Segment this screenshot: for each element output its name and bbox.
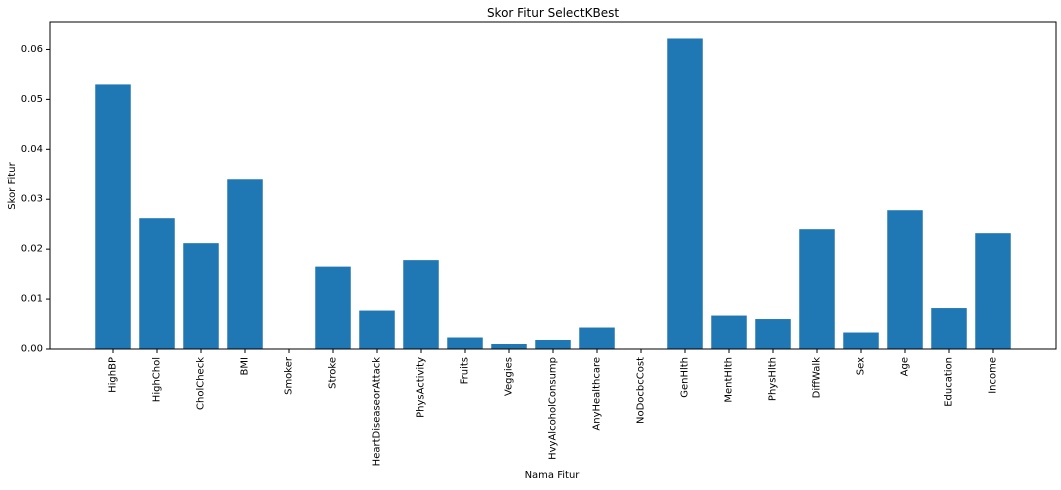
y-axis-label: Skor Fitur <box>7 161 18 209</box>
bar-HvyAlcoholConsump <box>535 340 571 349</box>
x-tick-label: CholCheck <box>196 357 207 410</box>
x-tick-label: PhysHlth <box>768 357 779 401</box>
x-tick-label: Education <box>944 357 955 407</box>
x-tick-label: Smoker <box>284 356 295 395</box>
y-tick-label: 0.00 <box>21 344 43 355</box>
x-tick-label: BMI <box>240 357 251 375</box>
plot-frame <box>49 21 1057 350</box>
x-tick-label: Stroke <box>328 357 339 389</box>
y-axis-ticks: 0.00 0.01 0.02 0.03 0.04 0.05 0.06 <box>21 44 50 355</box>
bars-group <box>95 38 1011 350</box>
bar-Sex <box>843 332 879 349</box>
bar-HighBP <box>95 84 131 350</box>
x-tick-label: Sex <box>856 357 867 375</box>
x-tick-label: MentHlth <box>724 357 735 403</box>
bar-Veggies <box>491 344 527 349</box>
bar-Age <box>887 210 923 349</box>
bar-Education <box>931 308 967 349</box>
bar-Stroke <box>315 266 351 349</box>
bar-CholCheck <box>183 243 219 349</box>
x-tick-label: HighBP <box>108 357 119 393</box>
x-tick-label: AnyHealthcare <box>592 357 603 431</box>
bar-MentHlth <box>711 315 747 349</box>
x-tick-label: DiffWalk <box>812 357 823 399</box>
bar-HighChol <box>139 218 175 349</box>
x-tick-label: NoDocbcCost <box>636 357 647 424</box>
bar-HeartDiseaseorAttack <box>359 310 395 349</box>
x-tick-label: PhysActivity <box>416 357 427 418</box>
bar-Income <box>975 233 1011 349</box>
x-tick-label: GenHlth <box>680 357 691 398</box>
x-axis-ticks: HighBP HighChol CholCheck BMI Smoker Stroke He… <box>108 349 999 466</box>
bar-BMI <box>227 179 263 349</box>
bar-PhysHlth <box>755 319 791 349</box>
bar-AnyHealthcare <box>579 327 615 349</box>
x-tick-label: Income <box>988 357 999 394</box>
x-tick-label: Veggies <box>504 357 515 396</box>
x-axis-label: Nama Fitur <box>525 470 581 481</box>
y-tick-label: 0.02 <box>21 244 43 255</box>
bar-PhysActivity <box>403 260 439 349</box>
y-tick-label: 0.04 <box>21 144 43 155</box>
x-tick-label: Fruits <box>460 357 471 384</box>
bar-Fruits <box>447 337 483 349</box>
y-tick-label: 0.03 <box>21 194 43 205</box>
x-tick-label: HighChol <box>152 357 163 402</box>
y-tick-label: 0.06 <box>21 44 43 55</box>
x-tick-label: HvyAlcoholConsump <box>548 357 559 460</box>
x-tick-label: HeartDiseaseorAttack <box>372 357 383 467</box>
y-tick-label: 0.05 <box>21 94 43 105</box>
bar-GenHlth <box>667 38 703 350</box>
y-tick-label: 0.01 <box>21 294 43 305</box>
x-tick-label: Age <box>900 357 911 376</box>
chart-title: Skor Fitur SelectKBest <box>487 6 619 20</box>
bar-DiffWalk <box>799 229 835 349</box>
